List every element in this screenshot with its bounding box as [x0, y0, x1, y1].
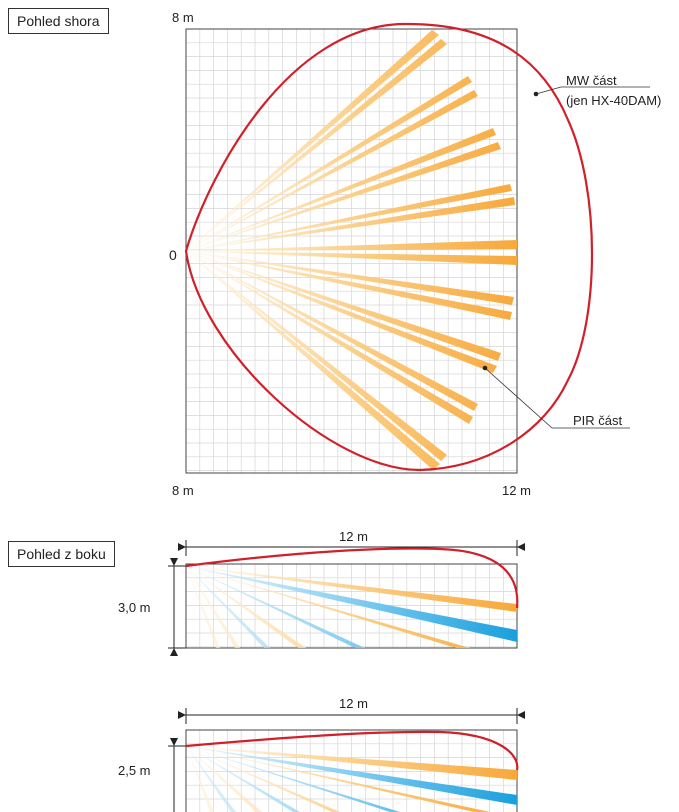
origin-label: 0 [169, 247, 177, 263]
mw-side-outline [185, 730, 519, 771]
mw-callout-leader [535, 86, 562, 95]
pir-beam [186, 251, 514, 305]
blue-beam [186, 746, 517, 805]
bottom-left-dimension: 8 m [172, 483, 194, 498]
pir-beam [186, 240, 517, 251]
blue-beam [186, 566, 270, 648]
side-view-1-height-label: 3,0 m [118, 600, 151, 615]
pir-beam [186, 746, 262, 812]
side-view-2-height-label: 2,5 m [118, 763, 151, 778]
pir-beam [186, 251, 501, 361]
pir-beam [186, 746, 490, 812]
mw-detection-outline [184, 22, 594, 472]
top-left-dimension: 8 m [172, 10, 194, 25]
pir-callout-label: PIR část [573, 413, 623, 428]
pir-beam [186, 30, 439, 251]
pir-beam [186, 197, 515, 251]
pir-beam [186, 746, 340, 812]
pir-beam [186, 566, 306, 648]
pir-beam [186, 251, 473, 424]
pir-beam [186, 566, 470, 648]
mw-callout-subtitle: (jen HX-40DAM) [566, 93, 662, 108]
pir-beam [186, 251, 497, 373]
mw-callout-dot [533, 91, 539, 97]
blue-beam [186, 746, 300, 812]
pir-beam [186, 76, 472, 251]
pir-beam [186, 142, 501, 251]
pir-beam [186, 566, 517, 612]
mw-callout-title: MW část [566, 73, 617, 88]
top-view [184, 22, 650, 474]
pir-beam [186, 251, 517, 265]
pir-beam [186, 184, 512, 251]
blue-beam [186, 566, 517, 642]
pir-beam [186, 566, 240, 648]
side-view-2 [168, 708, 525, 812]
pir-beam [186, 251, 512, 320]
pir-beam [186, 251, 440, 470]
pir-beam [186, 39, 447, 251]
pir-beam [186, 128, 496, 251]
pir-beam [186, 746, 517, 780]
side-view-label: Pohled z boku [8, 541, 115, 567]
pir-beam [186, 251, 478, 411]
side-view-2-beams [186, 746, 517, 812]
blue-beam [186, 566, 365, 648]
pir-callout-leader [484, 367, 553, 429]
side-view-1-beams [186, 566, 517, 648]
blue-beam [186, 746, 400, 812]
pir-beam [186, 566, 220, 648]
bottom-right-dimension: 12 m [502, 483, 531, 498]
side-view-2-width-label: 12 m [339, 696, 368, 711]
side-view-1 [168, 540, 525, 656]
top-view-label: Pohled shora [8, 8, 109, 34]
pir-beam [186, 90, 478, 251]
pir-beam [186, 251, 447, 461]
pir-beams [186, 30, 517, 470]
pir-beam [186, 746, 214, 812]
blue-beam [186, 746, 236, 812]
side-view-1-width-label: 12 m [339, 529, 368, 544]
pir-callout-dot [482, 365, 488, 371]
